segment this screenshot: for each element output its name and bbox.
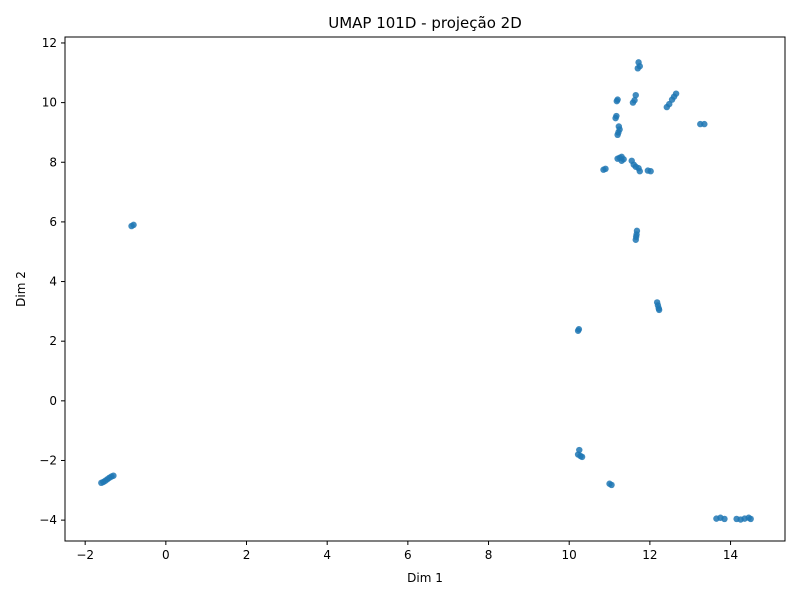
data-point — [614, 96, 621, 103]
data-point — [613, 112, 620, 120]
data-point — [602, 165, 609, 173]
y-tick-label: 6 — [49, 215, 57, 229]
y-tick-label: −4 — [39, 513, 57, 527]
chart-title: UMAP 101D - projeção 2D — [328, 14, 522, 32]
data-point — [130, 221, 137, 229]
data-point — [110, 472, 117, 479]
data-point — [701, 120, 708, 128]
y-tick-label: 10 — [42, 96, 57, 110]
y-axis: −4 −2 0 2 4 6 8 10 12 — [39, 36, 65, 527]
y-tick-label: 8 — [49, 155, 57, 169]
data-point — [747, 515, 754, 523]
x-axis: −2 0 2 4 6 8 10 12 14 — [76, 541, 738, 562]
y-tick-label: 0 — [49, 394, 57, 408]
data-point — [655, 306, 663, 314]
data-point — [618, 157, 625, 164]
data-point — [632, 91, 639, 99]
x-tick-label: 6 — [404, 548, 412, 562]
data-point — [578, 453, 586, 461]
data-point — [615, 123, 623, 130]
data-point — [575, 326, 583, 333]
data-point — [635, 59, 642, 66]
y-tick-label: 4 — [49, 275, 57, 289]
x-tick-label: 0 — [162, 548, 170, 562]
x-tick-label: 8 — [485, 548, 493, 562]
x-tick-label: 12 — [642, 548, 657, 562]
plot-frame — [64, 36, 786, 542]
data-point — [636, 168, 643, 175]
x-tick-label: 4 — [323, 548, 331, 562]
y-tick-label: −2 — [39, 453, 57, 467]
x-tick-label: −2 — [76, 548, 94, 562]
y-tick-label: 2 — [49, 334, 57, 348]
data-point — [672, 90, 680, 97]
x-axis-label: Dim 1 — [407, 571, 443, 585]
points-layer — [98, 59, 754, 523]
x-tick-label: 2 — [243, 548, 251, 562]
data-point — [721, 515, 728, 523]
x-tick-label: 10 — [562, 548, 577, 562]
y-tick-label: 12 — [42, 36, 57, 50]
data-point — [647, 168, 654, 175]
y-axis-label: Dim 2 — [14, 271, 28, 307]
data-point — [633, 227, 641, 235]
data-point — [608, 481, 615, 489]
data-point — [631, 97, 638, 104]
x-tick-label: 14 — [723, 548, 738, 562]
